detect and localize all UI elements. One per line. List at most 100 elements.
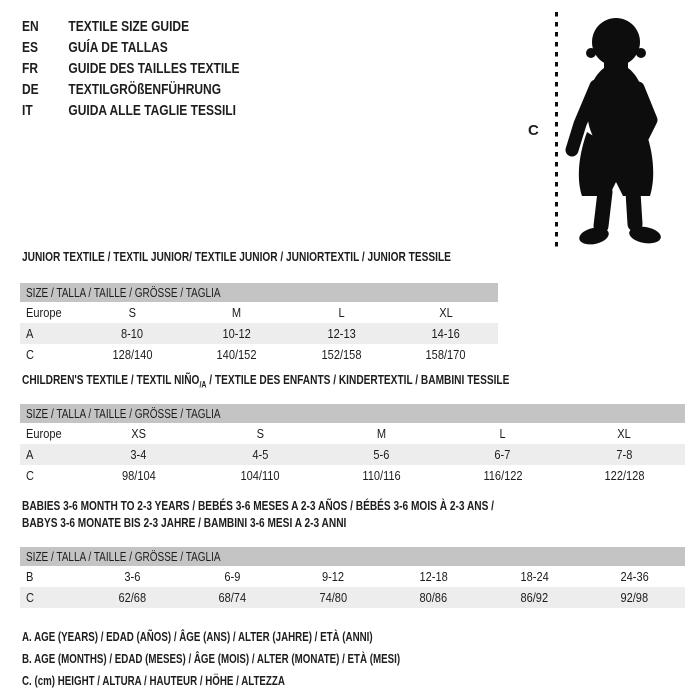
size-cell: 92/98 xyxy=(585,587,686,608)
table-row: C 128/140 140/152 152/158 158/170 xyxy=(20,344,498,365)
row-label-cell: C xyxy=(20,465,78,486)
language-list: EN TEXTILE SIZE GUIDE ES GUÍA DE TALLAS FR GU… xyxy=(22,16,294,121)
size-value: 158/170 xyxy=(425,347,466,362)
table-row: C 62/68 68/74 74/80 80/86 86/92 92/98 xyxy=(20,587,685,608)
legend-line: B. AGE (MONTHS) / EDAD (MESES) / ÂGE (MO… xyxy=(22,648,507,670)
table-header-text: SIZE / TALLA / TAILLE / GRÖSSE / TAGLIA xyxy=(26,406,221,421)
size-value: 12-18 xyxy=(419,569,448,584)
size-cell: 9-12 xyxy=(283,566,384,587)
size-cell: 116/122 xyxy=(442,465,563,486)
size-cell: 152/158 xyxy=(289,344,394,365)
language-title: TEXTILGRÖßENFÜHRUNG xyxy=(68,81,222,98)
size-cell: 122/128 xyxy=(564,465,685,486)
language-row: ES GUÍA DE TALLAS xyxy=(22,37,240,58)
size-cell: 12-18 xyxy=(384,566,485,587)
size-cell: 140/152 xyxy=(185,344,290,365)
size-value: S xyxy=(128,305,136,320)
children-section-title: CHILDREN'S TEXTILE / TEXTIL NIÑO/A / TEX… xyxy=(22,371,647,394)
size-value: 92/98 xyxy=(620,590,649,605)
language-code: ES xyxy=(22,39,39,56)
row-label-cell: A xyxy=(20,444,78,465)
children-title-pre: CHILDREN'S TEXTILE / TEXTIL NIÑO xyxy=(22,372,200,387)
size-cell: 62/68 xyxy=(82,587,183,608)
size-value: 4-5 xyxy=(252,447,269,462)
language-code: IT xyxy=(22,102,33,119)
size-cell: M xyxy=(185,302,290,323)
size-value: 8-10 xyxy=(121,326,144,341)
size-value: 24-36 xyxy=(620,569,649,584)
junior-table-wrap: SIZE / TALLA / TAILLE / GRÖSSE / TAGLIA E… xyxy=(20,283,498,365)
row-label: Europe xyxy=(26,305,62,320)
table-header-bar: SIZE / TALLA / TAILLE / GRÖSSE / TAGLIA xyxy=(20,547,685,566)
size-cell: 98/104 xyxy=(78,465,199,486)
size-value: 9-12 xyxy=(322,569,345,584)
size-value: 10-12 xyxy=(222,326,251,341)
size-value: 122/128 xyxy=(604,468,645,483)
size-cell: 110/116 xyxy=(321,465,442,486)
size-cell: 86/92 xyxy=(484,587,585,608)
size-value: 18-24 xyxy=(520,569,549,584)
children-table-wrap: SIZE / TALLA / TAILLE / GRÖSSE / TAGLIA E… xyxy=(20,404,685,486)
size-cell: 68/74 xyxy=(183,587,284,608)
legend-text: B. AGE (MONTHS) / EDAD (MESES) / ÂGE (MO… xyxy=(22,652,401,666)
language-code: EN xyxy=(22,18,39,35)
size-value: 6-9 xyxy=(224,569,241,584)
language-code: DE xyxy=(22,81,39,98)
size-value: 104/110 xyxy=(240,468,280,483)
size-value: 12-13 xyxy=(327,326,356,341)
table-row: Europe XS S M L XL xyxy=(20,423,685,444)
size-cell: 80/86 xyxy=(384,587,485,608)
size-cell: M xyxy=(321,423,442,444)
size-cell: 3-6 xyxy=(82,566,183,587)
measurement-legend: A. AGE (YEARS) / EDAD (AÑOS) / ÂGE (ANS)… xyxy=(22,626,507,692)
junior-section-title: JUNIOR TEXTILE / TEXTIL JUNIOR/ TEXTILE … xyxy=(22,249,451,264)
table-header-text: SIZE / TALLA / TAILLE / GRÖSSE / TAGLIA xyxy=(26,285,221,300)
size-cell: 8-10 xyxy=(80,323,185,344)
children-title-post: / TEXTILE DES ENFANTS / KINDERTEXTIL / B… xyxy=(206,372,510,387)
size-value: 14-16 xyxy=(431,326,460,341)
row-label: C xyxy=(26,347,34,362)
row-label-cell: Europe xyxy=(20,423,78,444)
size-value: 128/140 xyxy=(112,347,153,362)
babies-title-line1: BABIES 3-6 MONTH TO 2-3 YEARS / BEBÉS 3-… xyxy=(22,498,494,513)
size-value: L xyxy=(499,426,506,441)
size-cell: 104/110 xyxy=(199,465,320,486)
table-header-text: SIZE / TALLA / TAILLE / GRÖSSE / TAGLIA xyxy=(26,549,221,564)
table-row: C 98/104 104/110 110/116 116/122 122/128 xyxy=(20,465,685,486)
size-cell: 14-16 xyxy=(394,323,499,344)
size-cell: 12-13 xyxy=(289,323,394,344)
children-title-sub: /A xyxy=(199,379,207,390)
size-cell: L xyxy=(289,302,394,323)
size-value: 110/116 xyxy=(362,468,401,483)
toddler-silhouette-icon xyxy=(555,12,661,248)
table-row: A 8-10 10-12 12-13 14-16 xyxy=(20,323,498,344)
size-value: M xyxy=(376,426,387,441)
height-measure-label: C xyxy=(528,122,539,139)
children-size-table: SIZE / TALLA / TAILLE / GRÖSSE / TAGLIA E… xyxy=(20,404,685,486)
size-cell: L xyxy=(442,423,563,444)
legend-text: C. (cm) HEIGHT / ALTURA / HAUTEUR / HÖHE… xyxy=(22,674,285,688)
size-cell: XL xyxy=(564,423,685,444)
table-header-bar: SIZE / TALLA / TAILLE / GRÖSSE / TAGLIA xyxy=(20,283,498,302)
size-cell: XS xyxy=(78,423,199,444)
size-value: S xyxy=(256,426,264,441)
language-title: TEXTILE SIZE GUIDE xyxy=(68,18,190,35)
row-label: A xyxy=(26,326,34,341)
size-cell: 4-5 xyxy=(199,444,320,465)
size-value: M xyxy=(232,305,242,320)
table-row: A 3-4 4-5 5-6 6-7 7-8 xyxy=(20,444,685,465)
language-row: IT GUIDA ALLE TAGLIE TESSILI xyxy=(22,100,240,121)
row-label-cell: Europe xyxy=(20,302,80,323)
language-title: GUIDE DES TAILLES TEXTILE xyxy=(68,60,240,77)
size-cell: 24-36 xyxy=(585,566,686,587)
size-value: XL xyxy=(617,426,632,441)
size-cell: XL xyxy=(394,302,499,323)
size-cell: 6-9 xyxy=(183,566,284,587)
table-row: B 3-6 6-9 9-12 12-18 18-24 24-36 xyxy=(20,566,685,587)
size-cell: 158/170 xyxy=(394,344,499,365)
language-title: GUIDA ALLE TAGLIE TESSILI xyxy=(68,102,236,119)
table-row: Europe S M L XL xyxy=(20,302,498,323)
size-value: XS xyxy=(131,426,147,441)
size-value: 86/92 xyxy=(520,590,549,605)
